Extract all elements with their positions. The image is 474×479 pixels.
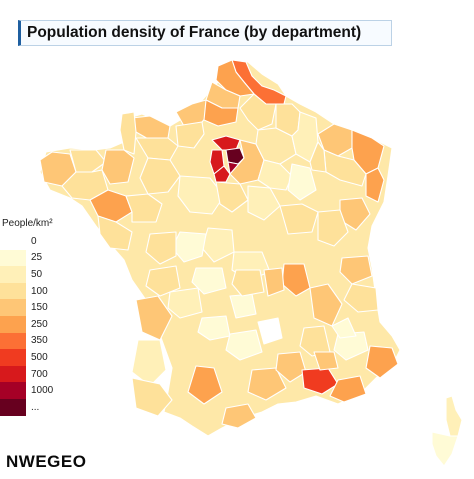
dept-jura [317,209,349,247]
dept-creuse [191,267,227,295]
dept-pyrenees-orientales [221,403,257,429]
legend-item: 700 [0,365,70,383]
legend-swatch [0,382,26,399]
legend-swatch [0,266,26,283]
legend-label: 100 [31,285,48,297]
dept-isere [309,283,343,327]
dept-yonne [247,185,281,221]
dept-ille-vilaine [101,149,135,185]
legend-swatch [0,332,26,350]
dept-sarthe [139,157,181,195]
dept-landes [131,339,167,387]
legend-item: 0 [0,233,70,250]
dept-essonne [213,165,231,183]
dept-alpes-hte-provence [333,331,369,361]
legend-item: 500 [0,349,70,366]
legend-swatch [0,282,26,300]
legend-swatch [0,365,26,383]
dept-aisne [239,93,277,131]
legend-item: 150 [0,299,70,316]
dept-var [329,375,367,403]
legend-item: 100 [0,282,70,300]
legend-swatch [0,249,26,267]
dept-val-doise [211,135,241,151]
dept-dordogne [167,287,203,319]
dept-cote-dor [279,203,319,235]
dept-vendee [97,215,133,251]
dept-haute-marne [287,163,317,201]
dept-haut-rhin [365,167,385,203]
legend-swatch [0,398,26,416]
legend-label: 150 [31,302,48,314]
legend-swatch [0,315,26,333]
map-title: Population density of France (by departm… [18,20,392,46]
dept-gard [275,351,307,383]
legend-label: 250 [31,318,48,330]
dept-gironde [135,295,173,341]
dept-haute-corse [445,395,463,437]
legend-item: 50 [0,266,70,283]
legend-item: 1000 [0,382,70,399]
legend-label: 25 [31,252,43,264]
dept-haute-savoie [339,255,373,285]
dept-vienne [145,231,177,265]
legend-item: 25 [0,249,70,267]
brand-logo: NWEGEO [6,452,87,471]
legend-item: ... [0,398,70,416]
legend-label: 350 [31,335,48,347]
legend-items: 0 25 50 100 150 250 350 500 700 1000... [0,233,70,416]
dept-pyrenees-atlantiques [131,377,173,417]
legend-title: People/km² [2,218,53,229]
legend-swatch [0,299,26,316]
dept-manche [119,111,137,155]
dept-herault [247,367,287,401]
dept-cotes-armor [69,149,107,173]
dept-oise [203,99,239,127]
dept-lot [197,315,231,341]
dept-vosges [323,149,367,187]
dept-hautes-alpes [331,317,357,339]
dept-meuse [291,111,319,163]
legend-label: 700 [31,368,48,380]
dept-orne [135,137,179,161]
dept-morbihan [61,169,109,201]
legend-swatch [0,349,26,366]
dept-aveyron [225,329,263,361]
dept-eure [175,121,205,149]
dept-alpes-maritimes [365,345,399,379]
legend-label: ... [31,401,40,413]
legend-item: 250 [0,315,70,333]
dept-lozere [257,317,283,345]
legend-label: 0 [31,235,37,247]
dept-puy-de-dome [231,269,265,297]
legend-label: 50 [31,268,43,280]
dept-aube [257,159,293,191]
dept-corse-du-sud [431,431,459,467]
map-title-text: Population density of France (by departm… [27,24,362,41]
legend-label: 1000 [31,385,54,397]
dept-haute-garonne [187,365,223,405]
dept-savoie [343,283,379,313]
legend-label: 500 [31,351,48,363]
dept-loiret [215,181,249,213]
dept-loire [263,267,285,297]
legend-swatch [0,233,26,250]
legend: People/km² 0 25 50 100 150 250 350 500 700 1000..… [0,218,70,416]
dept-vaucluse [313,351,339,371]
dept-loire-centre [177,175,225,215]
dept-meurthe [309,141,327,173]
legend-item: 350 [0,332,70,350]
